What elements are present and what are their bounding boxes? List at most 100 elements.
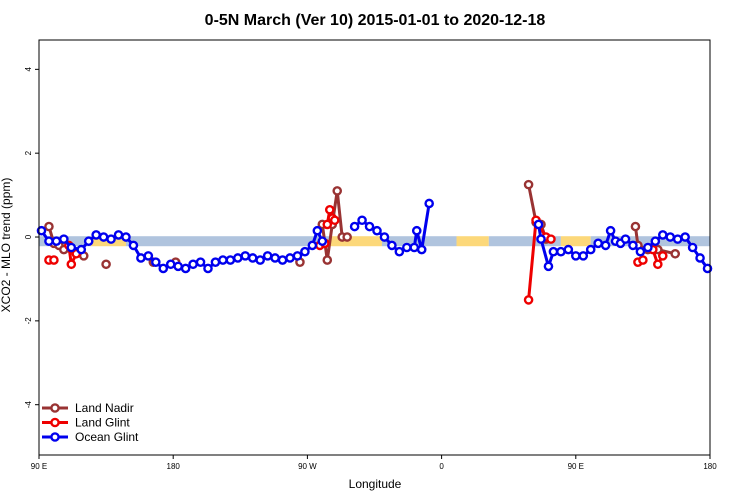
ocean-glint-point [91,230,101,240]
legend-label-land-glint: Land Glint [75,416,130,430]
ocean-glint-point [411,225,422,236]
y-axis-label: XCO2 - MLO trend (ppm) [0,178,13,313]
y-tick-label: -2 [24,317,33,325]
land-glint-point [49,255,59,265]
band-segment [488,236,561,247]
legend-marker-land-glint [50,417,60,428]
ocean-glint-point [695,253,705,263]
land-glint-point [322,219,333,230]
ocean-glint-point [372,225,382,236]
ocean-glint-point [218,255,228,265]
ocean-glint-point [387,240,397,251]
ocean-glint-point [285,253,295,263]
ocean-glint-point [548,246,559,257]
ocean-glint-point [650,236,661,247]
ocean-glint-point [317,236,328,247]
chart-title: 0-5N March (Ver 10) 2015-01-01 to 2020-1… [205,12,546,29]
ocean-glint-point [195,257,206,267]
ocean-glint-point [44,236,54,247]
series-layer [36,179,713,305]
ocean-glint-point [240,251,251,261]
ocean-glint-point [188,259,198,270]
ocean-glint-point [585,244,596,255]
ocean-glint-point [262,251,273,261]
ocean-glint-point [657,230,668,240]
land-nadir-point [630,221,641,232]
ocean-glint-point [203,263,213,274]
ocean-glint-point [665,232,676,242]
ocean-glint-point [605,225,616,236]
ocean-glint-point [151,257,161,267]
plot-frame [38,39,711,456]
ocean-glint-point [180,263,191,274]
ocean-glint-point [233,253,243,263]
legend-label-ocean-glint: Ocean Glint [75,430,139,444]
band-segment [590,236,710,247]
land-nadir-point [342,232,352,242]
ocean-glint-point [98,232,109,242]
x-tick-label: 90 E [568,462,584,471]
ocean-glint-point [247,253,258,263]
land-glint-point [638,255,648,265]
ocean-glint-point [635,246,646,257]
series-ocean-glint [36,198,713,274]
band-segment [329,236,382,247]
ocean-glint-point [672,234,683,244]
ocean-glint-point [121,232,131,242]
land-glint-point [653,259,663,270]
land-glint-point [66,259,77,270]
land-nadir-point [322,255,333,265]
land-glint-point [324,204,335,215]
ocean-glint-point [59,234,69,244]
x-tick-label: 180 [703,462,717,471]
ocean-glint-point [578,251,589,261]
ocean-glint-point [600,240,611,251]
ocean-glint-point [225,255,236,265]
ocean-glint-point [394,246,405,257]
land-glint-point [657,251,668,261]
ocean-glint-point [106,234,116,244]
series-land-glint [44,204,668,305]
y-tick-label: 2 [24,150,33,155]
ocean-glint-point [563,244,574,255]
y-tick-label: 0 [24,234,33,239]
ocean-glint-point [270,253,280,263]
ocean-glint-point [416,244,427,255]
band-segment [456,236,489,247]
ocean-glint-point [36,225,47,236]
ocean-glint-point [593,238,603,249]
x-tick-label: 90 W [298,462,317,471]
land-nadir-point [44,221,54,232]
ocean-glint-point [536,234,546,244]
ocean-glint-point [300,246,310,257]
ocean-glint-point [307,240,318,251]
land-glint-point [546,234,556,244]
ocean-glint-point [680,232,690,242]
ocean-glint-point [402,242,412,253]
ocean-glint-point [66,242,77,253]
y-tick-label: 4 [24,67,33,72]
x-tick-label: 0 [439,462,444,471]
ocean-glint-point [255,255,265,265]
ocean-glint-point [165,259,176,270]
land-nadir-point [101,259,111,270]
ocean-glint-point [277,255,288,265]
ocean-glint-point [424,198,434,209]
ocean-glint-point [364,221,375,232]
ocean-glint-point [173,261,183,272]
ocean-glint-point [357,215,367,226]
legend-marker-land-nadir [50,403,60,413]
ocean-glint-point [76,244,87,255]
ocean-glint-point [533,219,544,230]
land-nadir-point [670,248,681,259]
ocean-glint-point [409,242,420,253]
ocean-glint-point [571,251,581,261]
ocean-glint-point [51,236,62,247]
land-glint-point [329,215,340,226]
ocean-glint-point [128,240,139,251]
ocean-glint-point [643,242,653,253]
ocean-glint-point [113,230,124,240]
ocean-glint-point [543,261,554,272]
